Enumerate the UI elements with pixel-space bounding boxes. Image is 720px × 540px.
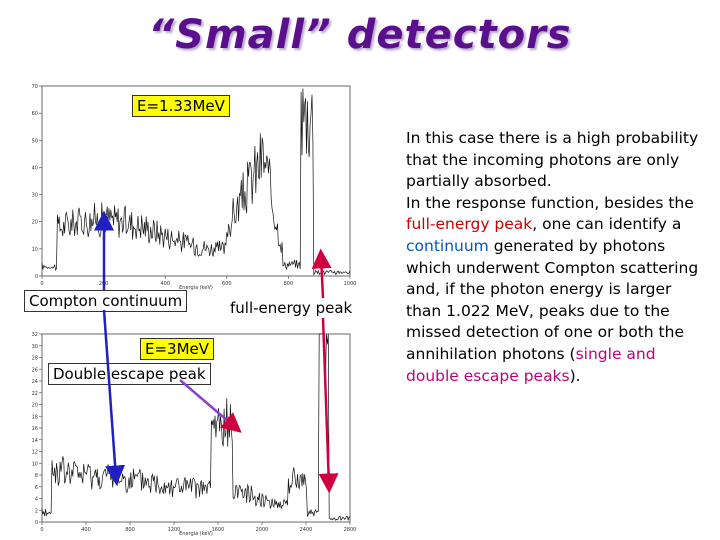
arrow-full-energy-bottom <box>318 317 339 494</box>
escape-peaks-term: single and double escape peaks <box>406 344 656 385</box>
continuum-term: continuum <box>406 236 489 255</box>
bottom-plot-y-tick: 26 <box>32 367 38 373</box>
bottom-plot-y-tick: 18 <box>32 414 38 420</box>
paragraph-2c: generated by photons which underwent Com… <box>406 236 699 363</box>
bottom-plot-y-tick: 4 <box>35 497 38 503</box>
bottom-plot-x-label: Energia (keV) <box>179 531 213 536</box>
top-plot-x-label: Energia (keV) <box>179 285 213 290</box>
compton-continuum-label: Compton continuum <box>24 290 188 312</box>
paragraph-2d: ). <box>569 366 581 385</box>
bottom-plot-x-tick: 1200 <box>168 527 181 533</box>
paragraph-2a: In the response function, besides the <box>406 193 694 212</box>
top-plot-trace <box>41 88 351 276</box>
top-plot-x-tick: 600 <box>222 281 232 287</box>
arrow-full-energy-top <box>311 248 332 299</box>
arrow-double-escape <box>179 379 242 433</box>
bottom-plot-y-tick: 24 <box>32 379 38 385</box>
bottom-plot-y-tick: 22 <box>32 391 38 397</box>
top-plot-x-tick: 0 <box>40 281 43 287</box>
bottom-plot-y-tick: 6 <box>35 485 38 491</box>
bottom-plot-y-tick: 28 <box>32 356 38 362</box>
top-plot-x-tick: 400 <box>160 281 170 287</box>
bottom-plot-x-tick: 1600 <box>212 527 225 533</box>
description-paragraph: In this case there is a high probability… <box>406 128 706 387</box>
top-plot-frame <box>41 85 351 277</box>
energy-label-top: E=1.33MeV <box>132 95 230 117</box>
top-plot-y-tick: 60 <box>32 111 38 117</box>
top-plot-y-tick: 0 <box>35 274 38 280</box>
bottom-plot-y-tick: 16 <box>32 426 38 432</box>
energy-label-bottom: E=3MeV <box>140 338 215 360</box>
arrow-compton-bottom <box>102 309 126 486</box>
bottom-plot-y-tick: 8 <box>35 473 38 479</box>
top-plot-y-tick: 30 <box>32 193 38 199</box>
top-plot-x-tick: 1000 <box>344 281 357 287</box>
bottom-plot-y-tick: 12 <box>32 450 38 456</box>
double-escape-peak-label: Double escape peak <box>48 363 211 385</box>
slide-title: “Small” detectors <box>148 12 572 58</box>
bottom-plot-y-tick: 10 <box>32 461 38 467</box>
paragraph-1: In this case there is a high probability… <box>406 129 699 191</box>
full-energy-peak-term: full-energy peak <box>406 215 533 234</box>
bottom-plot-y-tick: 14 <box>32 438 38 444</box>
bottom-plot-y-tick: 2 <box>35 508 38 514</box>
full-energy-peak-label: full-energy peak <box>230 299 353 317</box>
bottom-plot-y-tick: 30 <box>32 344 38 350</box>
bottom-plot-x-tick: 2800 <box>344 527 357 533</box>
bottom-plot-trace <box>41 333 351 521</box>
bottom-plot-x-tick: 0 <box>40 527 43 533</box>
top-spectrum-svg: 01020304050607002004006008001000Energia … <box>32 84 357 290</box>
bottom-plot-y-tick: 32 <box>32 332 38 338</box>
top-plot-y-tick: 50 <box>32 138 38 144</box>
top-plot-y-tick: 10 <box>32 247 38 253</box>
top-plot-y-tick: 40 <box>32 165 38 171</box>
bottom-plot-x-tick: 2400 <box>300 527 313 533</box>
bottom-plot-x-tick: 400 <box>81 527 91 533</box>
top-plot-y-tick: 20 <box>32 220 38 226</box>
top-plot-y-tick: 70 <box>32 84 38 90</box>
paragraph-2b: , one can identify a <box>532 215 682 234</box>
top-plot-x-tick: 800 <box>284 281 294 287</box>
bottom-plot-x-tick: 2000 <box>256 527 269 533</box>
bottom-plot-y-tick: 0 <box>35 520 38 526</box>
bottom-plot-y-tick: 20 <box>32 403 38 409</box>
bottom-plot-x-tick: 800 <box>125 527 135 533</box>
